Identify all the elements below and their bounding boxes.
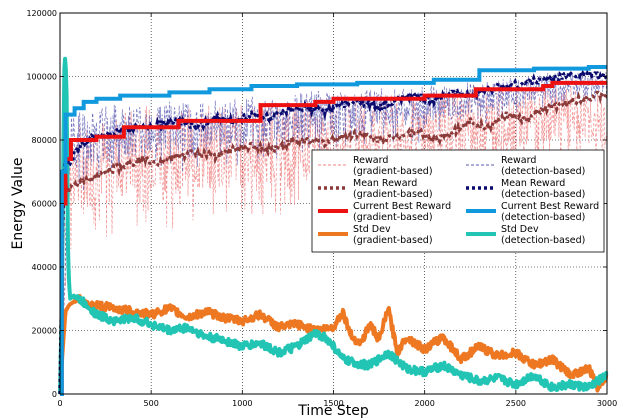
legend-label-std-dev-detection-based: Std Dev (detection-based) — [501, 224, 585, 246]
data-layer — [58, 56, 609, 396]
y-tick-label: 0 — [52, 390, 57, 399]
y-tick-label: 100000 — [26, 73, 57, 82]
x-tick-label: 0 — [57, 399, 62, 408]
x-tick-label: 2000 — [414, 399, 434, 408]
y-tick-label: 60000 — [32, 200, 57, 209]
y-axis-title: Energy Value — [10, 158, 26, 250]
axis-ticks: 0 500 1000 1500 2000 2500 3000 0 20000 40000 60000… — [26, 9, 617, 408]
legend-box — [311, 149, 605, 253]
legend-label-current-best-reward-gradient-based: Current Best Reward (gradient-based) — [353, 201, 451, 223]
legend-label-current-best-reward-detection-based: Current Best Reward (detection-based) — [501, 201, 599, 223]
legend-label-reward-detection-based: Reward (detection-based) — [501, 155, 585, 177]
x-tick-label: 2500 — [506, 399, 526, 408]
series-mean-reward-gradient-based — [58, 90, 609, 395]
x-tick-label: 1000 — [232, 399, 252, 408]
series-std-dev-detection-based — [58, 56, 609, 395]
y-tick-label: 120000 — [26, 9, 57, 18]
series-mean-reward-detection-based — [58, 65, 608, 395]
x-tick-label: 1500 — [323, 399, 343, 408]
x-tick-label: 3000 — [597, 399, 617, 408]
y-tick-label: 40000 — [32, 263, 57, 272]
legend: Reward (gradient-based) Reward (detection-b… — [311, 149, 605, 253]
x-tick-label: 500 — [144, 399, 159, 408]
series-current-best-reward-detection-based — [59, 65, 607, 396]
series-current-best-reward-gradient-based — [59, 80, 607, 396]
y-tick-label: 20000 — [32, 327, 57, 336]
legend-label-mean-reward-gradient-based: Mean Reward (gradient-based) — [353, 178, 433, 200]
legend-label-reward-gradient-based: Reward (gradient-based) — [353, 155, 433, 177]
legend-label-std-dev-gradient-based: Std Dev (gradient-based) — [353, 224, 433, 246]
y-tick-label: 80000 — [32, 136, 57, 145]
legend-label-mean-reward-detection-based: Mean Reward (detection-based) — [501, 178, 585, 200]
x-axis-title: Time Step — [297, 403, 369, 419]
series-std-dev-gradient-based — [58, 293, 609, 395]
